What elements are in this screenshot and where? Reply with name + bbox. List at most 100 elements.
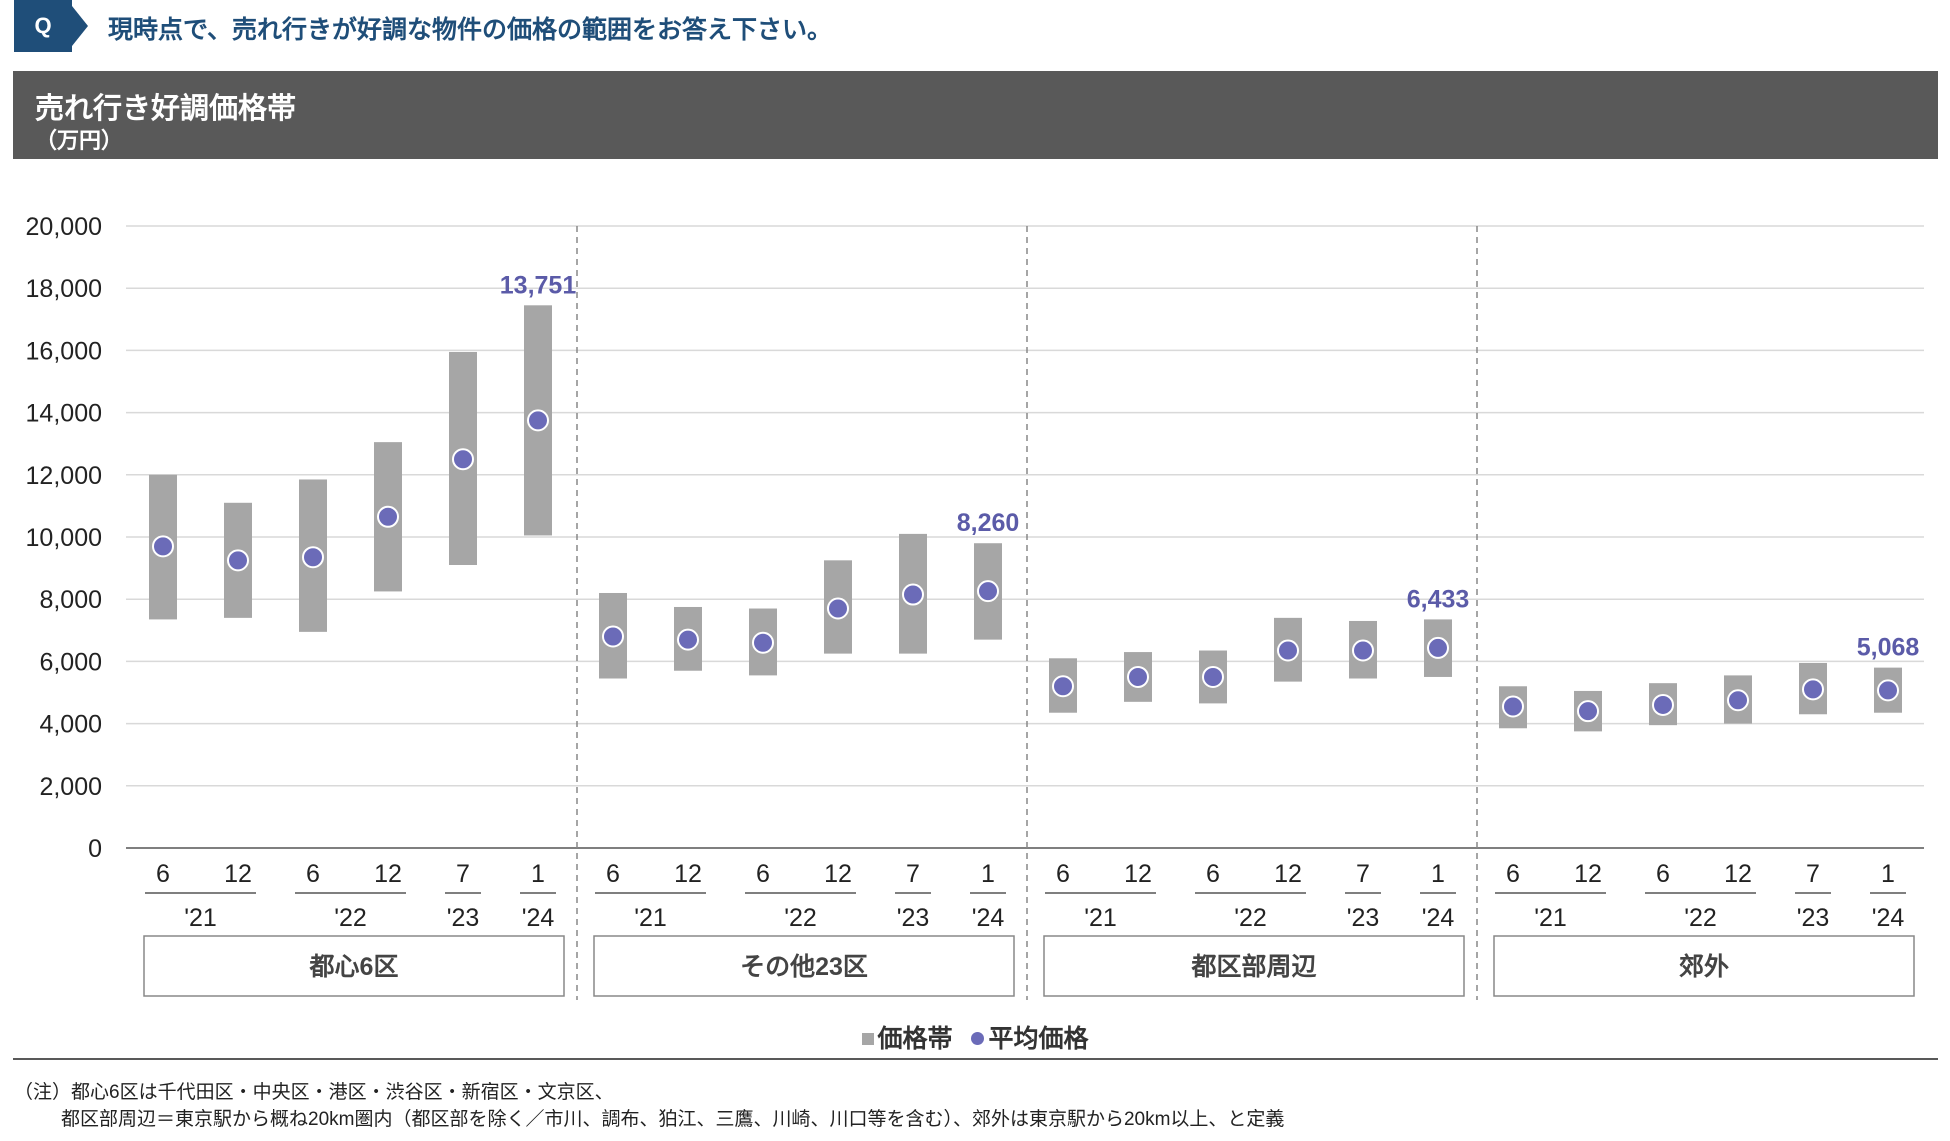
average-price-marker (227, 549, 249, 572)
month-tick-label: 12 (224, 860, 252, 888)
y-tick-label: 8,000 (39, 586, 102, 614)
average-price-marker (452, 448, 474, 471)
y-tick-label: 4,000 (39, 711, 102, 739)
question-text: 現時点で、売れ行きが好調な物件の価格の範囲をお答え下さい。 (108, 16, 833, 44)
chart-legend: 価格帯 平均価格 (0, 1019, 1950, 1055)
year-label: '22 (1684, 904, 1717, 932)
question-badge-letter: Q (34, 13, 52, 38)
average-price-marker (1202, 665, 1224, 688)
average-price-marker (602, 625, 624, 648)
year-label: '23 (1797, 904, 1830, 932)
price-range-chart: 0 2,000 4,000 6,000 8,000 10,000 12,000 14,000 1… (26, 213, 1924, 1000)
group-name-box (1043, 935, 1465, 997)
average-value-label: 5,068 (1857, 634, 1920, 662)
footnote-line-1: （注）都心6区は千代田区・中央区・港区・渋谷区・新宿区・文京区、 (14, 1082, 614, 1103)
year-label: '22 (334, 904, 367, 932)
average-value-label: 13,751 (500, 271, 577, 299)
y-tick-label: 18,000 (26, 275, 102, 303)
year-label: '24 (1422, 904, 1455, 932)
year-label: '22 (784, 904, 817, 932)
average-price-marker (1277, 639, 1299, 662)
year-label: '23 (1347, 904, 1380, 932)
average-price-marker (302, 546, 324, 569)
average-value-label: 6,433 (1407, 585, 1470, 613)
group-name-label: 都区部周辺 (1190, 952, 1316, 981)
group-name-label: 都心6区 (309, 953, 399, 981)
average-price-marker (1727, 689, 1749, 712)
bottom-divider (13, 1058, 1938, 1060)
average-price-marker (1127, 665, 1149, 688)
year-label: '24 (1872, 904, 1905, 932)
y-tick-label: 16,000 (26, 337, 102, 365)
y-tick-label: 20,000 (26, 213, 102, 241)
average-price-marker (827, 597, 849, 620)
month-tick-label: 12 (824, 860, 852, 888)
y-tick-label: 2,000 (39, 773, 102, 801)
average-price-marker (977, 580, 999, 603)
month-tick-label: 6 (1506, 860, 1520, 888)
month-tick-label: 7 (1356, 860, 1370, 888)
month-tick-label: 1 (1881, 860, 1895, 888)
average-price-marker (1652, 693, 1674, 716)
month-tick-label: 6 (1206, 860, 1220, 888)
average-price-marker (1052, 675, 1074, 698)
month-tick-label: 12 (374, 860, 402, 888)
year-label: '24 (972, 904, 1005, 932)
average-price-marker (377, 505, 399, 528)
average-price-marker (677, 628, 699, 651)
month-tick-label: 12 (674, 860, 702, 888)
year-label: '21 (184, 904, 217, 932)
month-tick-label: 6 (306, 860, 320, 888)
average-price-marker (902, 583, 924, 606)
legend-dot-icon (971, 1032, 985, 1045)
year-label: '21 (1084, 904, 1117, 932)
average-price-marker (1577, 700, 1599, 723)
legend-item-range: 価格帯 (861, 1019, 953, 1055)
group-name-label: その他23区 (740, 953, 868, 981)
legend-average-label: 平均価格 (988, 1025, 1089, 1053)
question-badge: Q (14, 0, 72, 52)
y-tick-label: 6,000 (39, 648, 102, 676)
average-value-label: 8,260 (957, 509, 1020, 537)
group-name-box (143, 935, 565, 997)
y-tick-label: 14,000 (26, 400, 102, 428)
group-name-box (593, 935, 1015, 997)
month-tick-label: 6 (606, 860, 620, 888)
month-tick-label: 6 (1656, 860, 1670, 888)
average-price-marker (1502, 695, 1524, 718)
month-tick-label: 7 (456, 860, 470, 888)
month-tick-label: 12 (1274, 860, 1302, 888)
average-price-marker (752, 631, 774, 654)
average-price-marker (1802, 678, 1824, 701)
group-name-box (1493, 935, 1915, 997)
y-tick-label: 10,000 (26, 524, 102, 552)
chart-unit: （万円） (35, 128, 124, 153)
month-tick-label: 6 (756, 860, 770, 888)
year-label: '23 (897, 904, 930, 932)
legend-square-icon (861, 1033, 874, 1045)
month-tick-label: 12 (1574, 860, 1602, 888)
month-tick-label: 7 (906, 860, 920, 888)
month-tick-label: 1 (1431, 860, 1445, 888)
y-tick-label: 0 (88, 835, 102, 863)
average-price-marker (152, 535, 174, 558)
chart-title: 売れ行き好調価格帯 (35, 93, 297, 125)
legend-range-label: 価格帯 (877, 1025, 953, 1053)
month-tick-label: 6 (156, 860, 170, 888)
month-tick-label: 1 (981, 860, 995, 888)
month-tick-label: 7 (1806, 860, 1820, 888)
group-name-label: 郊外 (1679, 952, 1729, 981)
question-arrow-icon (72, 6, 88, 46)
month-tick-label: 12 (1724, 860, 1752, 888)
year-label: '21 (1534, 904, 1567, 932)
legend-item-average: 平均価格 (971, 1019, 1088, 1055)
average-price-marker (527, 409, 549, 432)
month-tick-label: 6 (1056, 860, 1070, 888)
year-label: '23 (447, 904, 480, 932)
average-price-marker (1427, 636, 1449, 659)
footnote-line-2: 都区部周辺＝東京駅から概ね20km圏内（都区部を除く／市川、調布、狛江、三鷹、川… (61, 1109, 1285, 1130)
year-label: '24 (522, 904, 555, 932)
year-label: '22 (1234, 904, 1267, 932)
average-price-marker (1877, 679, 1899, 702)
month-tick-label: 12 (1124, 860, 1152, 888)
